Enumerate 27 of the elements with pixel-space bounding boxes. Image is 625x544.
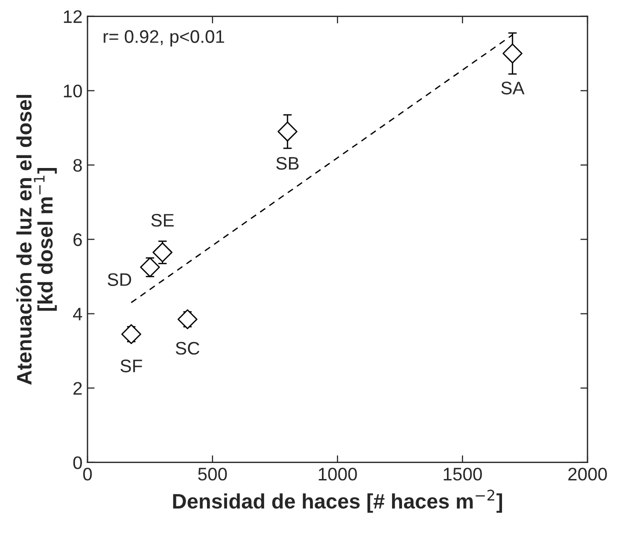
- annotation: SE: [151, 214, 174, 227]
- annotation: SA: [501, 82, 525, 94]
- point: [502, 44, 522, 64]
- point: [140, 257, 160, 278]
- point: [178, 309, 198, 330]
- x-tick-label: 0: [83, 468, 92, 481]
- annotation: r= 0.92, p<0.01: [104, 30, 224, 47]
- x-tick-label: 1500: [444, 468, 482, 481]
- annotation: SD: [108, 273, 132, 286]
- x-tick-label: 2000: [568, 468, 607, 481]
- x-tick-label: 500: [198, 468, 227, 481]
- annotation: SB: [276, 156, 299, 170]
- point: [152, 242, 172, 262]
- y-tick-label: 0: [73, 456, 82, 470]
- y-tick-label: 8: [73, 158, 82, 172]
- x-tick-label: 1000: [318, 468, 357, 481]
- point: [278, 122, 298, 142]
- annotation: SF: [120, 360, 142, 372]
- point: [121, 324, 142, 344]
- y-tick-label: 4: [73, 308, 82, 320]
- y-axis-title: Atenuación de luz en el dosel [kd dosel m$^{−1}$]: [16, 94, 57, 385]
- y-tick-label: 6: [74, 233, 82, 246]
- y-tick-label: 12: [64, 10, 82, 23]
- annotation: SC: [176, 342, 200, 355]
- x-axis-title: Densidad de haces [# haces m$^{−2}$]: [173, 490, 502, 513]
- y-tick-label: 2: [74, 382, 82, 395]
- y-tick-label: 10: [64, 84, 82, 98]
